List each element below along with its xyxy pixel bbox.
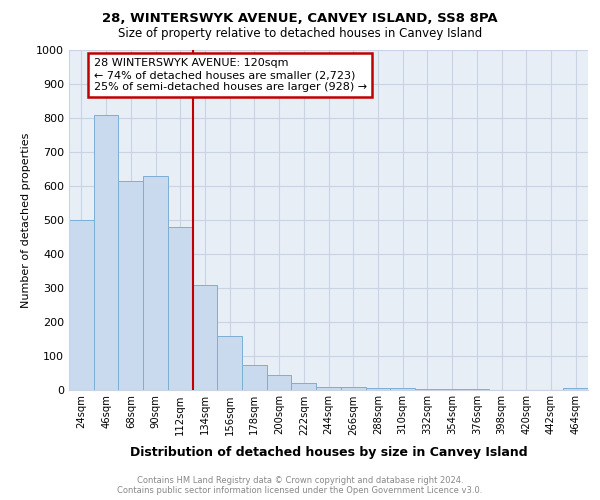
Text: Size of property relative to detached houses in Canvey Island: Size of property relative to detached ho… bbox=[118, 28, 482, 40]
Bar bbox=[217, 336, 242, 390]
Bar bbox=[242, 364, 267, 390]
Bar bbox=[341, 386, 365, 390]
Bar bbox=[415, 389, 440, 390]
Bar bbox=[168, 227, 193, 390]
Bar bbox=[316, 386, 341, 390]
Bar bbox=[267, 374, 292, 390]
Bar bbox=[365, 388, 390, 390]
Bar bbox=[94, 114, 118, 390]
Bar bbox=[292, 383, 316, 390]
Bar bbox=[118, 181, 143, 390]
Text: 28, WINTERSWYK AVENUE, CANVEY ISLAND, SS8 8PA: 28, WINTERSWYK AVENUE, CANVEY ISLAND, SS… bbox=[102, 12, 498, 26]
Text: 28 WINTERSWYK AVENUE: 120sqm
← 74% of detached houses are smaller (2,723)
25% of: 28 WINTERSWYK AVENUE: 120sqm ← 74% of de… bbox=[94, 58, 367, 92]
Bar bbox=[193, 284, 217, 390]
Bar bbox=[563, 388, 588, 390]
X-axis label: Distribution of detached houses by size in Canvey Island: Distribution of detached houses by size … bbox=[130, 446, 527, 458]
Bar bbox=[390, 388, 415, 390]
Y-axis label: Number of detached properties: Number of detached properties bbox=[20, 132, 31, 308]
Bar bbox=[143, 176, 168, 390]
Text: Contains HM Land Registry data © Crown copyright and database right 2024.
Contai: Contains HM Land Registry data © Crown c… bbox=[118, 476, 482, 495]
Bar bbox=[69, 220, 94, 390]
